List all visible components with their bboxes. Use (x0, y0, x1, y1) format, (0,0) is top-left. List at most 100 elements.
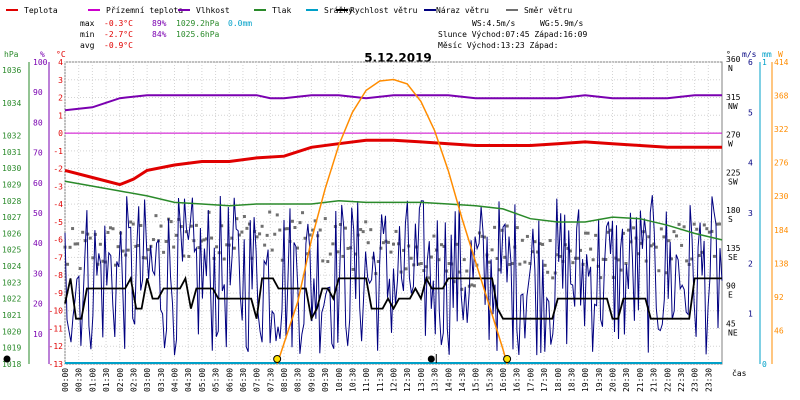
x-tick-label: 10:00 (335, 368, 344, 392)
wind-direction-point (134, 244, 138, 248)
temperature-line (64, 138, 722, 187)
wind-direction-point (604, 257, 608, 261)
pressure-tick-label: 1032 (2, 131, 21, 140)
x-tick-label: 21:00 (636, 368, 645, 392)
wind-direction-point (429, 255, 433, 259)
temperature-tick-label: 4 (58, 58, 63, 67)
wind-direction-point (717, 222, 721, 226)
x-tick-label: 17:00 (526, 368, 535, 392)
wind-dir-tick-label: N (728, 64, 733, 73)
x-tick-label: 22:00 (663, 368, 672, 392)
wind-direction-point (654, 245, 658, 249)
wind-direction-point (210, 236, 214, 240)
wind-direction-point (675, 234, 679, 238)
wind-dir-tick-value: 315 (726, 93, 741, 102)
x-tick-label: 13:30 (431, 368, 440, 392)
chart-title: 5.12.2019 (364, 51, 432, 65)
wind-direction-point (702, 223, 706, 227)
wind-speed-tick-label: 6 (748, 58, 753, 67)
wind-direction-point (632, 226, 636, 230)
x-tick-label: 10:30 (348, 368, 357, 392)
wind-direction-point (624, 262, 628, 266)
wind-direction-point (480, 234, 484, 238)
x-tick-label: 19:30 (595, 368, 604, 392)
wind-direction-point (164, 239, 168, 243)
x-tick-label: 14:00 (444, 368, 453, 392)
wind-direction-point (402, 248, 406, 252)
wind-direction-point (649, 244, 653, 248)
wind-direction-point (288, 239, 292, 243)
wind-direction-point (520, 238, 524, 242)
stat-max-press: 1029.2hPa (176, 19, 220, 28)
x-tick-label: 00:30 (75, 368, 84, 392)
wind-direction-point (490, 248, 494, 252)
wind-direction-point (323, 217, 327, 221)
wind-direction-point (265, 233, 269, 237)
wind-direction-point (488, 260, 492, 264)
legend-label-teplota: Teplota (24, 6, 58, 15)
wind-direction-point (215, 245, 219, 249)
wind-direction-point (442, 244, 446, 248)
wind-direction-point (179, 225, 183, 229)
wind-direction-point (114, 263, 118, 267)
wind-direction-point (530, 250, 534, 254)
wind-direction-point (108, 226, 112, 230)
wind-direction-point (338, 222, 342, 226)
wind-direction-point (91, 256, 95, 260)
temperature-tick-label: -10 (49, 307, 64, 316)
wind-direction-point (500, 228, 504, 232)
wind-direction-point (172, 245, 176, 249)
wind-direction-point (440, 243, 444, 247)
wind-direction-point (697, 253, 701, 257)
wind-direction-point (222, 257, 226, 261)
wind-direction-point (250, 256, 254, 260)
wind-direction-point (495, 256, 499, 260)
wind-direction-point (619, 268, 623, 272)
humidity-tick-label: 80 (33, 118, 43, 127)
x-tick-label: 02:30 (129, 368, 138, 392)
pressure-tick-label: 1036 (2, 66, 21, 75)
wind-dir-tick-value: 360 (726, 55, 741, 64)
rain-tick-label: 0 (762, 360, 767, 369)
wind-direction-point (677, 222, 681, 226)
solar-line (276, 78, 508, 365)
moon-marker-left (3, 355, 11, 363)
x-tick-label: 09:00 (307, 368, 316, 392)
x-tick-label: 16:30 (513, 368, 522, 392)
wind-direction-point (303, 236, 307, 240)
unit-degc: °C (56, 50, 66, 59)
x-tick-label: 18:30 (567, 368, 576, 392)
wind-direction-point (389, 250, 393, 254)
wind-direction-point (290, 219, 294, 223)
wind-direction-point (189, 224, 193, 228)
wind-direction-point (523, 260, 527, 264)
wind-direction-point (682, 225, 686, 229)
wind-direction-point (652, 242, 656, 246)
solar-tick-label: 184 (774, 226, 789, 235)
wind-direction-point (432, 234, 436, 238)
wind-direction-point (275, 213, 279, 217)
stat-max-rain: 0.0mm (228, 19, 252, 28)
temperature-tick-label: 1 (58, 111, 63, 120)
humidity-tick-label: 60 (33, 179, 43, 188)
x-tick-label: 22:30 (677, 368, 686, 392)
wind-direction-point (712, 254, 716, 258)
wind-direction-point (293, 226, 297, 230)
wind-direction-point (197, 246, 201, 250)
stat-avg-label: avg (80, 41, 95, 50)
wind-direction-point (247, 222, 251, 226)
wind-direction-point (672, 230, 676, 234)
wind-direction-point (493, 225, 497, 229)
wind-direction-point (659, 227, 663, 231)
wind-direction-point (379, 246, 383, 250)
wind-direction-point (240, 230, 244, 234)
wind-direction-point (260, 224, 264, 228)
legend-label-tlak: Tlak (272, 6, 291, 15)
solar-tick-label: 276 (774, 159, 789, 168)
wind-direction-point (457, 270, 461, 274)
pressure-tick-label: 1021 (2, 311, 21, 320)
x-tick-label: 11:30 (376, 368, 385, 392)
info-moon: Měsíc Východ:13:23 Západ: (438, 41, 558, 50)
wind-direction-point (558, 254, 562, 258)
wind-direction-point (472, 284, 476, 288)
